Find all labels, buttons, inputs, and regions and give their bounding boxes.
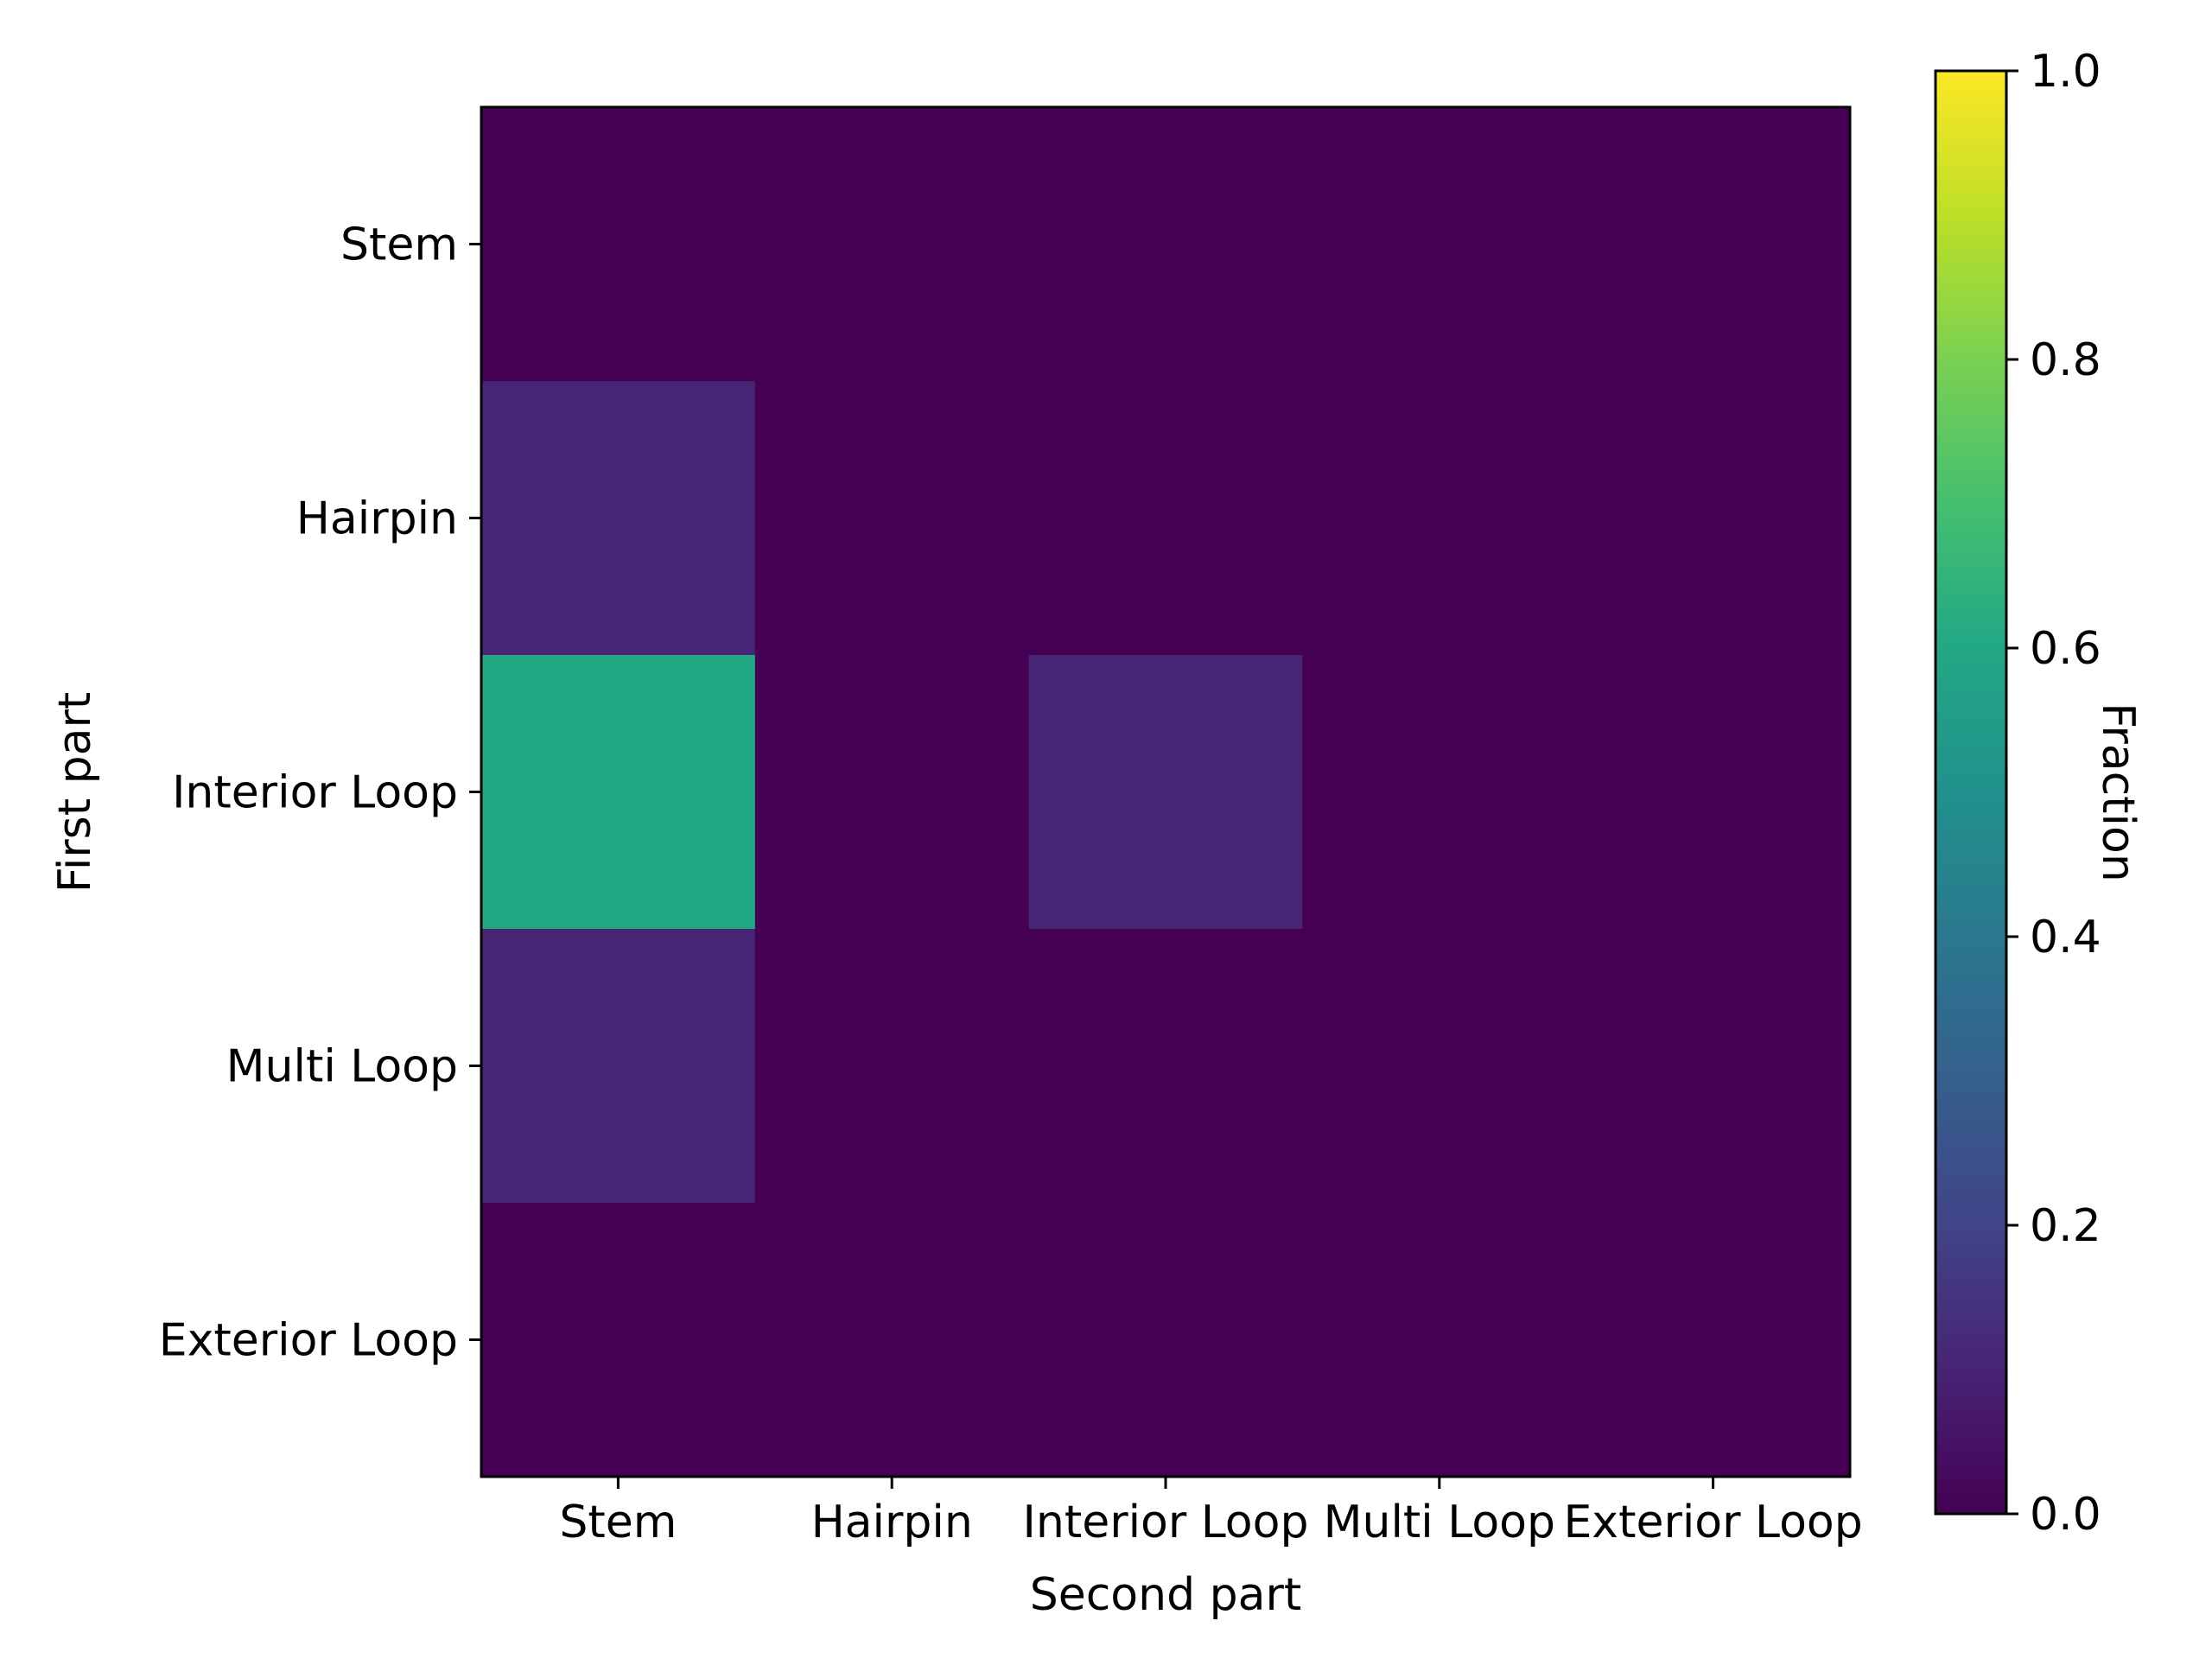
heatmap-cell (481, 655, 756, 930)
heatmap-cell (481, 381, 756, 656)
colorbar-tick-label: 0.4 (2030, 912, 2101, 963)
heatmap-cell (481, 929, 756, 1204)
y-tick-label: Hairpin (296, 493, 458, 545)
y-tick-label: Stem (340, 219, 458, 271)
heatmap-cell (754, 929, 1030, 1204)
y-tick-label: Interior Loop (172, 767, 458, 819)
x-axis-ticks: Stem Hairpin Interior Loop Multi Loop Exteri… (559, 1477, 1863, 1548)
heatmap-cells (481, 107, 1851, 1478)
x-tick-label: Multi Loop (1324, 1497, 1555, 1548)
heatmap-cell (1302, 1203, 1577, 1478)
heatmap-cell (1576, 929, 1851, 1204)
heatmap-cell (1576, 381, 1851, 656)
colorbar-tick-label: 0.8 (2030, 334, 2101, 386)
y-axis-ticks: Stem Hairpin Interior Loop Multi Loop Exteri… (159, 219, 481, 1367)
heatmap-cell (481, 107, 756, 382)
colorbar (1934, 69, 2008, 1516)
heatmap-cell (481, 1203, 756, 1478)
heatmap-cell (1302, 655, 1577, 930)
heatmap-cell (754, 107, 1030, 382)
heatmap-cell (1302, 107, 1577, 382)
y-axis-label: First part (49, 692, 101, 893)
heatmap-cell (1576, 1203, 1851, 1478)
y-tick-label: Exterior Loop (159, 1315, 458, 1367)
heatmap-cell (754, 655, 1030, 930)
x-axis-label: Second part (1030, 1569, 1302, 1621)
heatmap-cell (1576, 655, 1851, 930)
colorbar-label: Fraction (2092, 702, 2144, 882)
colorbar-ticks: 0.0 0.2 0.4 0.6 0.8 1.0 (2006, 46, 2101, 1541)
heatmap-cell (1302, 929, 1577, 1204)
colorbar-tick-label: 0.0 (2030, 1489, 2101, 1541)
heatmap-cell (1302, 381, 1577, 656)
heatmap-cell (1576, 107, 1851, 382)
heatmap-cell (1028, 929, 1303, 1204)
heatmap-cell (1028, 655, 1303, 930)
colorbar-tick-label: 0.6 (2030, 623, 2101, 675)
heatmap-cell (754, 381, 1030, 656)
y-tick-label: Multi Loop (226, 1041, 458, 1093)
x-tick-label: Stem (559, 1497, 677, 1548)
heatmap-cell (1028, 381, 1303, 656)
x-tick-label: Hairpin (811, 1497, 973, 1548)
heatmap-cell (754, 1203, 1030, 1478)
heatmap-cell (1028, 107, 1303, 382)
x-tick-label: Interior Loop (1023, 1497, 1309, 1548)
colorbar-tick-label: 0.2 (2030, 1200, 2101, 1252)
x-tick-label: Exterior Loop (1563, 1497, 1862, 1548)
colorbar-tick-label: 1.0 (2030, 46, 2101, 98)
heatmap-cell (1028, 1203, 1303, 1478)
